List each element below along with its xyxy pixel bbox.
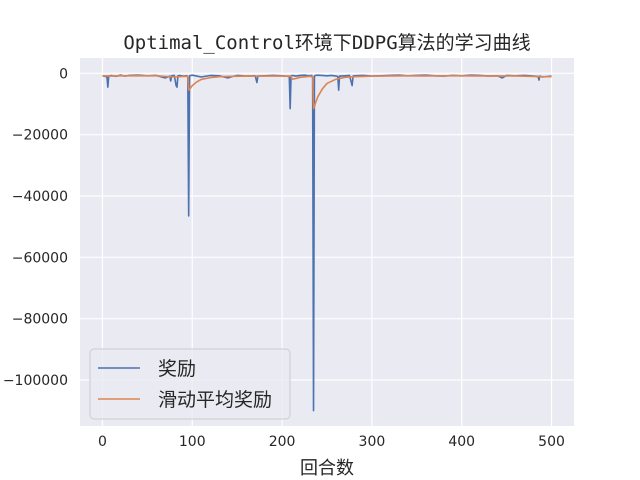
x-tick-label: 100 bbox=[179, 434, 206, 450]
chart-title: Optimal_Control环境下DDPG算法的学习曲线 bbox=[123, 32, 530, 54]
grid bbox=[80, 58, 574, 426]
y-tick-labels: 0 −20000 −40000 −60000 −80000 −100000 bbox=[3, 66, 68, 389]
y-tick-label: −60000 bbox=[12, 250, 68, 266]
y-tick-label: −40000 bbox=[12, 189, 68, 205]
legend: 奖励 滑动平均奖励 bbox=[89, 348, 291, 420]
legend-box bbox=[89, 348, 291, 420]
x-tick-label: 500 bbox=[538, 434, 565, 450]
y-tick-label: −20000 bbox=[12, 128, 68, 144]
x-tick-label: 300 bbox=[359, 434, 386, 450]
x-tick-label: 200 bbox=[269, 434, 296, 450]
x-tick-labels: 0 100 200 300 400 500 bbox=[98, 434, 565, 450]
series-layer bbox=[102, 74, 552, 412]
x-tick-label: 400 bbox=[448, 434, 475, 450]
x-tick-label: 0 bbox=[98, 434, 107, 450]
x-axis-label: 回合数 bbox=[300, 458, 354, 479]
y-tick-label: −80000 bbox=[12, 312, 68, 328]
y-tick-label: −100000 bbox=[3, 373, 68, 389]
y-tick-label: 0 bbox=[59, 66, 68, 82]
legend-label-reward: 奖励 bbox=[158, 358, 196, 380]
legend-label-moving-average: 滑动平均奖励 bbox=[158, 389, 272, 411]
series-line-moving-average bbox=[102, 74, 552, 110]
